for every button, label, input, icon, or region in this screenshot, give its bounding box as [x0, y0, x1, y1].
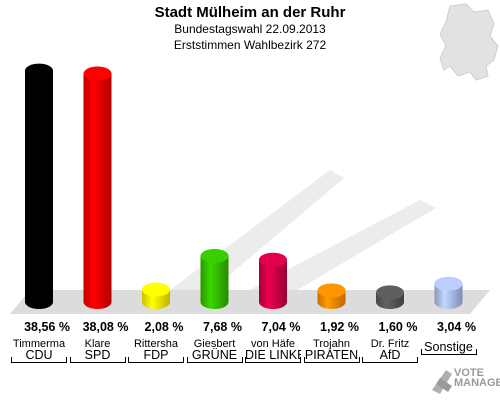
value-label: 7,04 % — [261, 320, 301, 334]
value-label: 2,08 % — [144, 320, 184, 334]
party-label: DIE LINKE — [245, 348, 301, 363]
germany-map-icon — [439, 3, 499, 81]
value-label: 38,08 % — [82, 320, 129, 334]
candidate-label: Rittersha — [133, 338, 179, 350]
candidate-label: Trojahn — [313, 338, 350, 350]
watermark-line-1: VOTE — [454, 367, 484, 379]
chart-title: Stadt Mülheim an der Ruhr — [154, 4, 346, 21]
party-label: FDP — [128, 348, 184, 363]
candidate-label: Timmerma — [12, 338, 66, 350]
floor-plane — [10, 290, 490, 314]
candidate-label: Dr. Fritz — [370, 338, 410, 350]
bar-die-linke — [259, 252, 287, 309]
value-label: 7,68 % — [203, 320, 242, 334]
candidate-label: von Häfe — [250, 338, 296, 350]
party-label: PIRATEN — [303, 348, 360, 363]
bar-afd — [376, 285, 404, 309]
bar-sonstige — [434, 276, 463, 310]
value-label: 38,56 % — [24, 320, 70, 334]
bar-piraten — [317, 283, 346, 310]
party-label: CDU — [11, 348, 67, 363]
value-label: 1,60 % — [378, 320, 418, 334]
chart-subtitle-2: Erststimmen Wahlbezirk 272 — [173, 38, 327, 52]
watermark-text: VOTE MANAGER — [428, 367, 500, 389]
chart-subtitle-1: Bundestagswahl 22.09.2013 — [174, 22, 326, 36]
party-label: Sonstige — [420, 340, 477, 355]
vote-manager-logo-icon — [432, 370, 452, 394]
watermark-line-2: MANAGER — [454, 377, 500, 389]
bar-cdu — [25, 63, 53, 309]
party-label: GRÜNE — [186, 348, 243, 363]
bar-spd — [83, 66, 112, 310]
value-label: 3,04 % — [437, 320, 476, 334]
candidate-label: Klare — [84, 338, 111, 350]
party-label: SPD — [69, 348, 126, 363]
bar-fdp — [142, 282, 170, 309]
party-label: AfD — [362, 348, 418, 363]
value-label: 1,92 % — [320, 320, 359, 334]
bar-gr-ne — [200, 248, 229, 310]
candidate-label: Giesbert — [193, 338, 236, 350]
